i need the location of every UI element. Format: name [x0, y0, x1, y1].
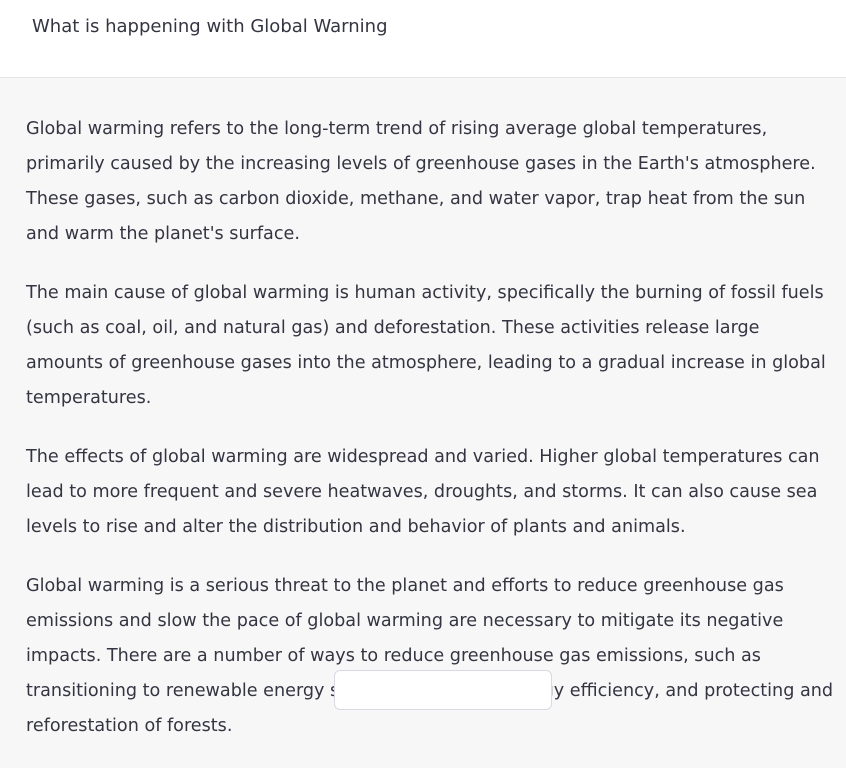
- user-message-row: What is happening with Global Warning: [0, 0, 846, 78]
- assistant-message-row: Global warming refers to the long-term t…: [0, 78, 846, 756]
- response-paragraph: The effects of global warming are widesp…: [26, 447, 820, 537]
- response-paragraph: Global warming is a serious threat to th…: [26, 576, 834, 736]
- response-paragraph: Global warming refers to the long-term t…: [26, 119, 816, 244]
- user-message: What is happening with Global Warning: [32, 16, 388, 37]
- regenerate-response-button[interactable]: [334, 670, 552, 710]
- response-paragraph: The main cause of global warming is huma…: [26, 283, 826, 408]
- assistant-response: Global warming refers to the long-term t…: [26, 112, 838, 768]
